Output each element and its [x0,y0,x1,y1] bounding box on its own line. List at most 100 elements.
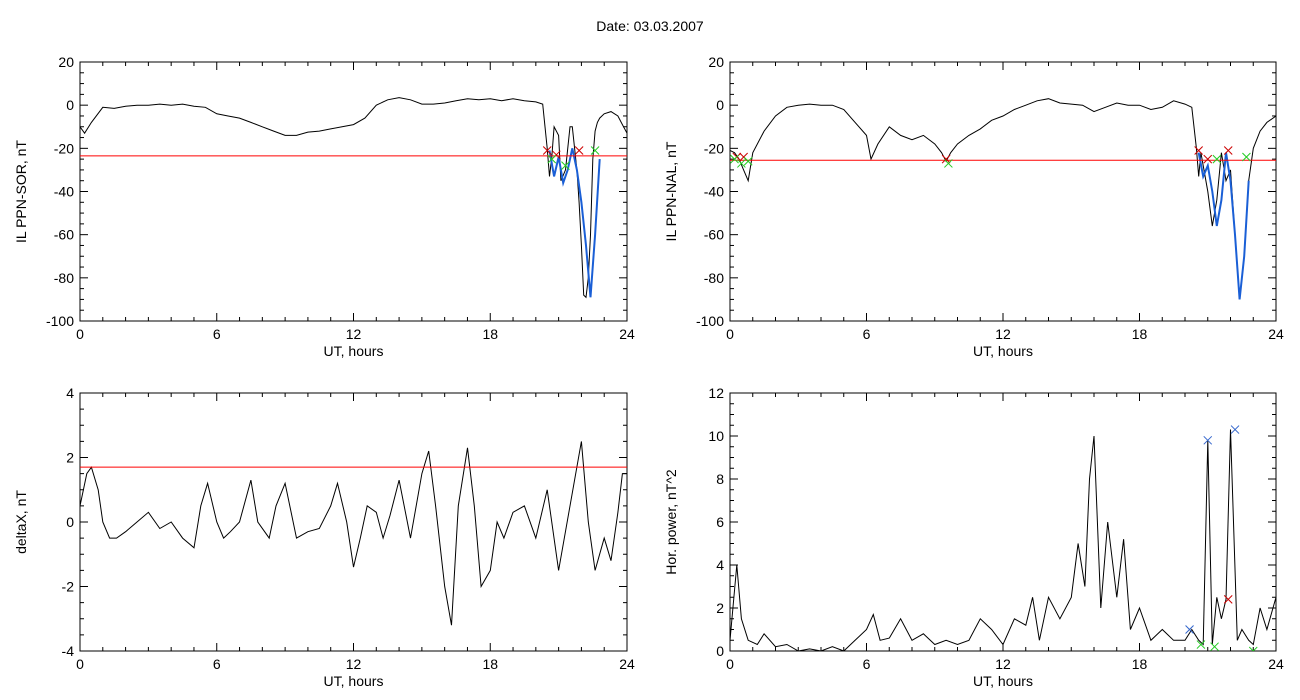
x-tick-label: 6 [213,326,221,342]
x-tick-label: 12 [346,326,362,342]
marker-green-stroke [944,159,953,168]
plot-data [80,97,627,299]
marker-green [1210,642,1219,651]
y-tick-label: 0 [66,97,74,113]
y-tick-label: -80 [704,270,724,286]
marker-green-stroke [743,156,753,166]
x-axis-label: UT, hours [324,343,384,359]
marker-red-stroke [1194,146,1204,155]
event-highlight-line [548,148,601,298]
y-tick-label: 10 [708,428,724,444]
x-tick-label: 18 [1132,326,1148,342]
y-tick-label: 4 [66,385,74,401]
marker-red-stroke [1223,146,1233,155]
marker-green [1196,640,1206,649]
y-tick-label: 12 [708,385,724,401]
plot-frame [729,61,1277,322]
y-tick-label: 2 [66,450,74,466]
x-tick-label: 0 [76,326,84,342]
plot-data [80,441,627,626]
page-title: Date: 03.03.2007 [596,18,704,34]
y-tick-label: 8 [716,471,724,487]
marker-green-stroke [1212,154,1222,164]
plot-frame [79,61,628,322]
y-tick-label: 0 [66,514,74,530]
marker-red-stroke [739,152,749,162]
marker-red [574,146,584,155]
y-tick-label: -100 [46,313,74,329]
marker-red [941,154,951,164]
x-tick-label: 12 [995,326,1011,342]
marker-blue [1230,425,1240,434]
chart-panel-il-ppn-nal: 0 6 12 18 24 20 0 -20 -40 -60 -80 -100 UT, hours IL P… [663,54,1284,359]
marker-green-stroke [561,161,570,170]
y-tick-label: -4 [62,643,75,659]
plot-data [730,425,1276,651]
marker-green-stroke [1248,646,1254,651]
marker-red [542,146,552,155]
marker-blue [1185,625,1194,634]
y-axis-label: IL PPN-SOR, nT [13,140,29,243]
x-tick-label: 12 [346,656,362,672]
x-tick-label: 18 [482,326,498,342]
marker-red-stroke [941,154,951,164]
marker-green-stroke [1242,152,1251,162]
y-tick-label: -60 [54,227,74,243]
marker-green-stroke [590,146,600,155]
y-axis-label: deltaX, nT [13,490,29,554]
y-tick-label: -20 [704,140,724,156]
marker-green [730,154,739,164]
marker-green [1242,152,1251,162]
x-axis-label: UT, hours [973,673,1033,689]
marker-green [743,156,753,166]
plot-frame [79,392,628,652]
marker-red [1194,146,1204,155]
marker-blue [1203,435,1213,445]
marker-red [1223,595,1233,604]
marker-red-stroke [542,146,552,155]
marker-green-stroke [730,154,739,164]
event-highlight-line [1197,152,1250,300]
marker-green-stroke [1210,642,1219,651]
x-tick-label: 6 [863,656,871,672]
series-line [730,98,1276,300]
marker-blue-stroke [1203,435,1213,445]
x-tick-label: 24 [1268,326,1284,342]
y-tick-label: -60 [704,227,724,243]
marker-green [1248,646,1258,651]
marker-red-stroke [574,146,584,155]
y-axis-label: IL PPN-NAL, nT [663,141,679,241]
x-tick-label: 0 [726,326,734,342]
y-tick-label: 20 [708,54,724,70]
x-tick-label: 0 [76,656,84,672]
chart-panel-deltax: 0 6 12 18 24 4 2 0 -2 -4 UT, hours deltaX, nT [13,385,635,689]
x-tick-label: 24 [619,326,635,342]
x-axis-label: UT, hours [324,673,384,689]
marker-green-stroke [547,154,557,164]
marker-red-stroke [1223,595,1233,604]
y-tick-label: 0 [716,643,724,659]
x-tick-label: 18 [1132,656,1148,672]
marker-green [561,161,570,170]
marker-green-stroke [737,159,746,168]
marker-green [944,159,953,168]
x-tick-label: 6 [863,326,871,342]
series-line [80,97,627,299]
x-tick-label: 6 [213,656,221,672]
y-tick-label: 0 [716,97,724,113]
marker-blue-stroke [1230,425,1240,434]
y-tick-label: -2 [62,579,75,595]
x-tick-label: 18 [482,656,498,672]
y-axis-label: Hor. power, nT^2 [663,469,679,575]
marker-green [1212,154,1222,164]
x-tick-label: 0 [726,656,734,672]
y-tick-label: 6 [716,514,724,530]
plot-frame [729,392,1277,652]
marker-green [737,159,746,168]
y-tick-label: 4 [716,557,724,573]
y-tick-label: -100 [696,313,724,329]
plot-data [730,98,1276,300]
marker-green [547,154,557,164]
y-tick-label: 2 [716,600,724,616]
